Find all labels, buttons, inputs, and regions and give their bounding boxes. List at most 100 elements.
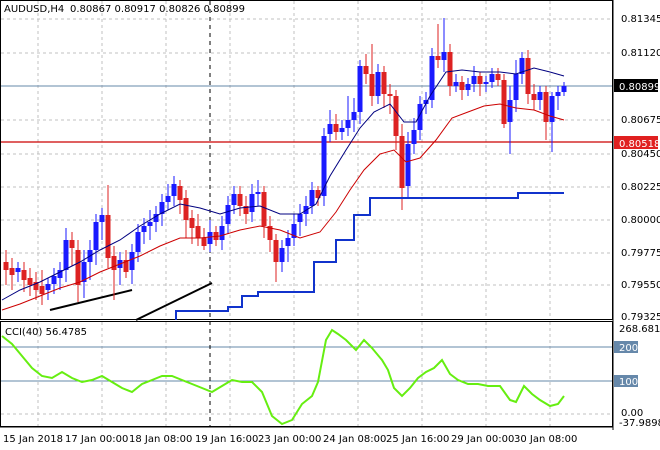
candle-bull [429, 56, 435, 100]
candle-bear [69, 240, 75, 248]
time-label: 25 Jan 16:00 [386, 434, 449, 445]
candle-bull [351, 112, 357, 120]
candle-bear [105, 215, 111, 258]
level-price-box [614, 136, 658, 149]
candle-bear [273, 240, 279, 262]
candle-bull [489, 74, 495, 82]
candle-bull [135, 232, 141, 252]
candle-bull [561, 86, 567, 92]
candle-bull [141, 226, 147, 232]
candle-bull [291, 224, 297, 238]
indicator-panel-frame [0, 321, 613, 427]
candle-bear [501, 80, 507, 124]
candle-bear [261, 192, 267, 226]
candle-bull [231, 194, 237, 205]
candle-bull [345, 120, 351, 128]
time-label: 29 Jan 00:00 [451, 434, 514, 445]
candle-bull [321, 136, 327, 196]
moving-average-slow [1, 103, 565, 311]
candles [3, 18, 567, 305]
candle-bull [45, 284, 51, 290]
price-tick: 0.81120 [621, 48, 660, 59]
candle-bear [3, 262, 9, 270]
time-axis: 15 Jan 2018 17 Jan 00:00 18 Jan 08:00 19… [3, 434, 577, 445]
price-tick: 0.80000 [621, 215, 660, 226]
candle-bull [153, 214, 159, 222]
price-tick: 0.81345 [621, 14, 660, 25]
candle-bear [267, 226, 273, 240]
indicator-lines [1, 67, 565, 320]
candle-bear [21, 270, 27, 280]
candle-bear [363, 66, 369, 74]
candle-bear [543, 92, 549, 122]
cci-line [1, 328, 565, 426]
current-price-box [614, 79, 658, 92]
candle-bear [525, 58, 531, 94]
candle-bear [27, 278, 33, 285]
cci-title: CCI(40) 56.4785 [5, 327, 87, 338]
candle-bull [165, 196, 171, 202]
current-price-label: 0.80899 [619, 82, 660, 93]
candle-bull [171, 184, 177, 196]
candle-bear [495, 74, 501, 80]
candle-bear [123, 260, 129, 272]
trendline [135, 282, 213, 321]
cci-min-label: -37.9898 [619, 418, 660, 429]
time-label: 17 Jan 00:00 [65, 434, 128, 445]
price-tick: 0.80450 [621, 149, 660, 160]
candle-bear [195, 226, 201, 238]
candle-bear [369, 74, 375, 96]
ohlc-values: 0.80867 0.80917 0.80826 0.80899 [70, 4, 245, 15]
candle-bull [51, 276, 57, 284]
price-tick: 0.79325 [621, 312, 660, 323]
candle-bear [183, 198, 189, 220]
candle-bear [399, 136, 405, 188]
candle-bear [393, 96, 399, 136]
time-label: 23 Jan 00:00 [258, 434, 321, 445]
candle-bull [129, 252, 135, 270]
channel-line [175, 192, 564, 320]
candle-bull [93, 222, 99, 250]
time-label: 18 Jan 08:00 [129, 434, 192, 445]
candle-bull [471, 76, 477, 84]
cci-level-box-200 [614, 341, 638, 353]
time-label: 30 Jan 08:00 [514, 434, 577, 445]
candle-bull [327, 124, 333, 134]
candle-bear [459, 82, 465, 90]
candle-bull [15, 268, 21, 272]
cci-max-label: 268.6814 [619, 324, 660, 335]
candle-bear [243, 206, 249, 214]
candle-bull [297, 214, 303, 222]
price-tick: 0.80675 [621, 115, 660, 126]
time-label: 19 Jan 16:00 [195, 434, 258, 445]
candle-bear [333, 124, 339, 132]
time-label: 15 Jan 2018 [3, 434, 63, 445]
candle-bull [423, 100, 429, 104]
candle-bull [63, 240, 69, 270]
candle-bull [417, 104, 423, 130]
cci-level-100: 100 [619, 377, 638, 388]
level-price-label: 0.80518 [619, 139, 660, 150]
candle-bull [453, 82, 459, 86]
candle-bear [201, 238, 207, 246]
candle-bull [249, 194, 255, 212]
candle-bull [555, 92, 561, 96]
candle-bull [339, 128, 345, 132]
candle-bull [549, 96, 555, 122]
candle-bull [81, 262, 87, 282]
price-tick: 0.79775 [621, 248, 660, 259]
candle-bear [39, 286, 45, 294]
candle-bear [477, 76, 483, 84]
candle-bull [279, 248, 285, 262]
candle-bull [219, 226, 225, 240]
candle-bull [465, 84, 471, 90]
candle-bull [441, 52, 447, 60]
candle-bear [315, 190, 321, 198]
time-label: 24 Jan 08:00 [323, 434, 386, 445]
candle-bull [225, 205, 231, 224]
cci-level-0: 0.00 [621, 408, 643, 419]
candle-bull [147, 222, 153, 226]
candle-bear [447, 52, 453, 86]
